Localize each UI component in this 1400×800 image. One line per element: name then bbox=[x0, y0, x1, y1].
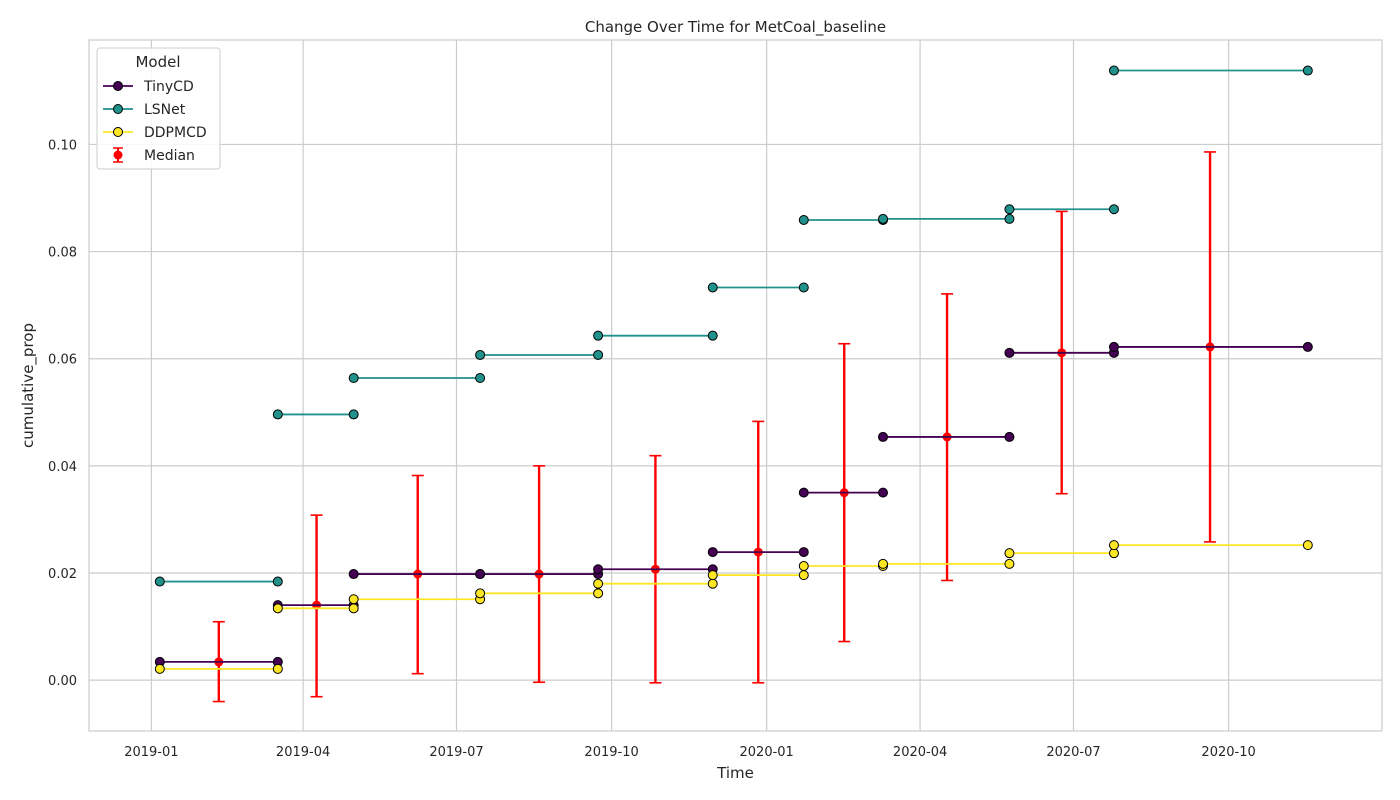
series-point bbox=[475, 569, 486, 580]
series-point bbox=[1108, 65, 1119, 76]
legend-title: Model bbox=[135, 53, 180, 71]
chart-title: Change Over Time for MetCoal_baseline bbox=[585, 18, 886, 37]
legend-marker bbox=[113, 127, 123, 137]
series-point bbox=[348, 409, 359, 420]
series-point bbox=[1004, 558, 1015, 569]
x-tick-label: 2020-10 bbox=[1201, 745, 1255, 760]
y-tick-label: 0.04 bbox=[48, 460, 77, 475]
series-point bbox=[272, 576, 283, 587]
series-point bbox=[798, 570, 809, 581]
series-point bbox=[798, 214, 809, 225]
series-point bbox=[798, 487, 809, 498]
y-tick-label: 0.02 bbox=[48, 567, 77, 582]
legend-item-ddpmcd: DDPMCD bbox=[103, 125, 207, 141]
legend-label: TinyCD bbox=[143, 79, 194, 95]
series-ddpmcd bbox=[154, 540, 1313, 674]
x-tick-label: 2019-10 bbox=[584, 745, 638, 760]
series-point bbox=[707, 570, 718, 581]
series-point bbox=[348, 603, 359, 614]
series-point bbox=[798, 561, 809, 572]
x-axis-label: Time bbox=[716, 764, 754, 782]
y-tick-label: 0.00 bbox=[48, 674, 77, 689]
series-point bbox=[707, 578, 718, 589]
series-point bbox=[798, 547, 809, 558]
y-tick-label: 0.10 bbox=[48, 138, 77, 153]
x-tick-label: 2020-01 bbox=[740, 745, 794, 760]
series-point bbox=[707, 547, 718, 558]
series-point bbox=[1108, 540, 1119, 551]
series-point bbox=[878, 213, 889, 224]
series-point bbox=[593, 578, 604, 589]
legend-label: DDPMCD bbox=[144, 125, 207, 141]
series-point bbox=[1108, 341, 1119, 352]
series-point bbox=[1302, 65, 1313, 76]
series-point bbox=[1302, 341, 1313, 352]
x-tick-label: 2020-04 bbox=[893, 745, 947, 760]
series-point bbox=[272, 409, 283, 420]
x-tick-label: 2019-07 bbox=[429, 745, 483, 760]
series-point bbox=[707, 330, 718, 341]
x-tick-label: 2019-04 bbox=[276, 745, 330, 760]
series-point bbox=[475, 349, 486, 360]
series-point bbox=[348, 373, 359, 384]
series-layer bbox=[154, 65, 1313, 674]
series-point bbox=[593, 349, 604, 360]
legend-box bbox=[96, 47, 221, 170]
series-lsnet bbox=[154, 65, 1313, 587]
series-point bbox=[154, 663, 165, 674]
y-tick-label: 0.06 bbox=[48, 353, 77, 368]
series-point bbox=[1108, 204, 1119, 215]
legend-item-median: Median bbox=[113, 147, 195, 164]
series-point bbox=[593, 588, 604, 599]
legend-marker bbox=[113, 104, 123, 114]
series-point bbox=[878, 431, 889, 442]
grid bbox=[89, 40, 1382, 731]
series-point bbox=[593, 564, 604, 575]
series-point bbox=[1004, 204, 1015, 215]
series-point bbox=[1302, 540, 1313, 551]
series-point bbox=[878, 487, 889, 498]
series-point bbox=[798, 282, 809, 293]
legend-label: LSNet bbox=[144, 102, 186, 118]
series-point bbox=[272, 663, 283, 674]
axis-ticks: 2019-01 2019-04 2019-07 2019-10 2020-01 2020-… bbox=[48, 138, 1256, 760]
series-point bbox=[1004, 548, 1015, 559]
series-point bbox=[1004, 213, 1015, 224]
series-point bbox=[348, 594, 359, 605]
legend-label: Median bbox=[144, 148, 195, 164]
series-point bbox=[154, 576, 165, 587]
legend: Model TinyCD LSNet DDPMCD Median bbox=[96, 47, 221, 170]
x-tick-label: 2019-01 bbox=[124, 745, 178, 760]
series-point bbox=[878, 558, 889, 569]
series-point bbox=[475, 588, 486, 599]
y-axis-label: cumulative_prop bbox=[19, 323, 38, 448]
y-tick-label: 0.08 bbox=[48, 246, 77, 261]
series-point bbox=[348, 569, 359, 580]
series-point bbox=[475, 373, 486, 384]
legend-item-lsnet: LSNet bbox=[103, 102, 186, 118]
series-point bbox=[1004, 347, 1015, 358]
legend-marker bbox=[113, 81, 123, 91]
legend-item-tinycd: TinyCD bbox=[103, 79, 194, 95]
series-point bbox=[1004, 431, 1015, 442]
plot-frame bbox=[88, 39, 1383, 732]
legend-marker bbox=[113, 150, 123, 160]
plot-area bbox=[89, 40, 1382, 731]
series-point bbox=[593, 330, 604, 341]
series-point bbox=[707, 282, 718, 293]
series-point bbox=[272, 603, 283, 614]
x-tick-label: 2020-07 bbox=[1046, 745, 1100, 760]
